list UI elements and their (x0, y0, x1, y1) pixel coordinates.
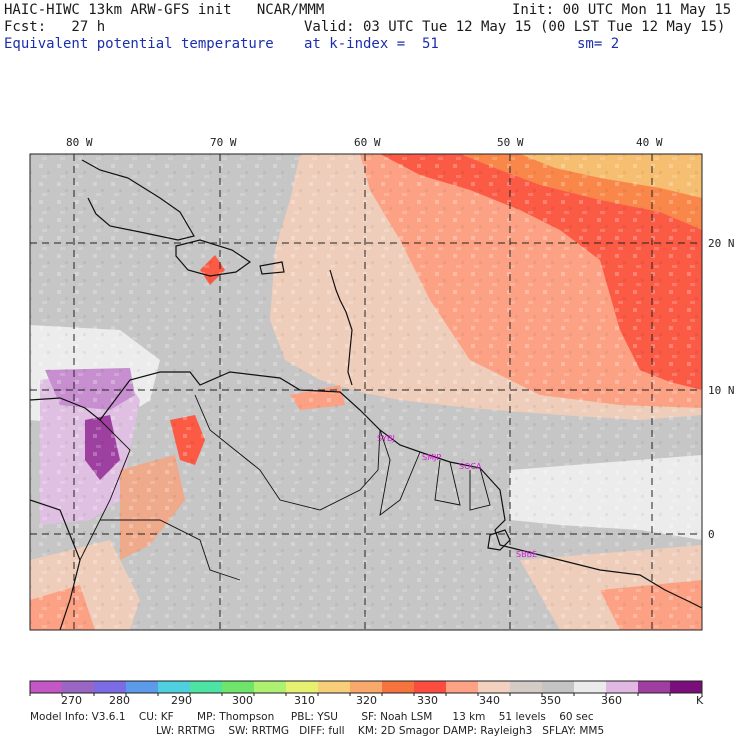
station-soca: SOCA (459, 462, 482, 471)
colorbar-swatch (158, 681, 191, 693)
colorbar-tick-300: 300 (232, 694, 253, 707)
colorbar-frame (29, 680, 703, 694)
theta-e-field (30, 154, 702, 630)
lat-lon-grid (30, 154, 702, 630)
colorbar-swatch (350, 681, 383, 693)
colorbar-swatch (62, 681, 95, 693)
colorbar-tick-290: 290 (171, 694, 192, 707)
lon-label-50w: 50 W (497, 136, 524, 149)
lat-label-10n: 10 N (708, 384, 735, 397)
station-sbbe: SBBE (516, 550, 537, 559)
init-time: Init: 00 UTC Mon 11 May 15 (512, 2, 732, 18)
colorbar-tick-320: 320 (356, 694, 377, 707)
lat-label-20n: 20 N (708, 237, 735, 250)
model-info-line2: LW: RRTMG SW: RRTMG DIFF: full KM: 2D Sm… (156, 725, 605, 737)
forecast-hour: Fcst: 27 h (4, 19, 106, 35)
lon-label-60w: 60 W (354, 136, 381, 149)
colorbar-swatch (478, 681, 511, 693)
colorbar-swatch (542, 681, 575, 693)
colorbar-swatch (414, 681, 447, 693)
station-smjp: SMJP (422, 453, 441, 462)
lon-label-80w: 80 W (66, 136, 93, 149)
colorbar-units: K (696, 694, 704, 707)
colorbar-swatch (446, 681, 479, 693)
map-frame (29, 153, 703, 631)
borders (79, 394, 491, 581)
colorbar-tick-280: 280 (109, 694, 130, 707)
colorbar-swatch (670, 681, 703, 693)
field-name: Equivalent potential temperature (4, 36, 274, 52)
colorbar-tick-270: 270 (61, 694, 82, 707)
colorbar-tick-340: 340 (479, 694, 500, 707)
colorbar-swatch (638, 681, 671, 693)
smoothing-label: sm= 2 (577, 36, 620, 52)
colorbar-swatch (94, 681, 127, 693)
lat-label-0: 0 (708, 528, 715, 541)
colorbar (29, 680, 703, 696)
colorbar-swatch (126, 681, 159, 693)
colorbar-swatch (318, 681, 351, 693)
colorbar-tick-350: 350 (540, 694, 561, 707)
colorbar-swatch (222, 681, 255, 693)
lon-label-70w: 70 W (210, 136, 237, 149)
colorbar-swatch (30, 681, 63, 693)
colorbar-swatch (574, 681, 607, 693)
colorbar-swatch (382, 681, 415, 693)
lon-label-40w: 40 W (636, 136, 663, 149)
colorbar-swatch (286, 681, 319, 693)
colorbar-tick-360: 360 (601, 694, 622, 707)
valid-time: Valid: 03 UTC Tue 12 May 15 (00 LST Tue … (304, 19, 726, 35)
model-info-line1: Model Info: V3.6.1 CU: KF MP: Thompson P… (30, 711, 594, 723)
colorbar-swatch (510, 681, 543, 693)
colorbar-tick-330: 330 (417, 694, 438, 707)
level-label: at k-index = 51 (304, 36, 439, 52)
model-title: HAIC-HIWC 13km ARW-GFS init NCAR/MMM (4, 2, 325, 18)
colorbar-swatch (190, 681, 223, 693)
colorbar-tick-310: 310 (294, 694, 315, 707)
colorbar-swatch (606, 681, 639, 693)
station-sybj: SYBJ (377, 434, 395, 443)
colorbar-swatch (254, 681, 287, 693)
